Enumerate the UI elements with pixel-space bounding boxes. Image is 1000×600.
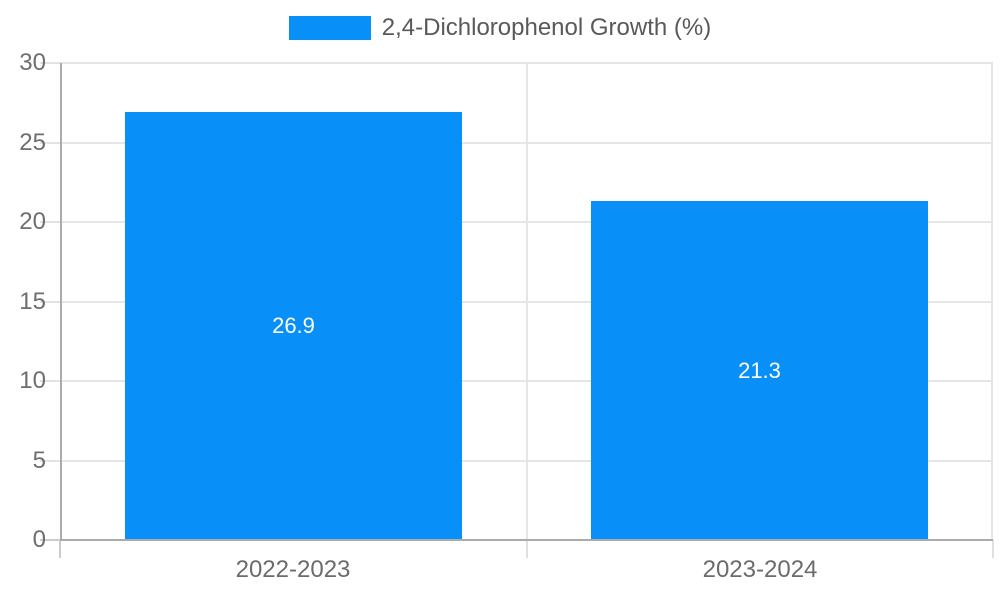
y-axis-line [60,63,62,540]
y-tick-label: 30 [19,49,46,76]
legend-label: 2,4-Dichlorophenol Growth (%) [381,14,712,41]
y-tick-label: 20 [19,208,46,235]
y-tick-label: 15 [19,287,46,315]
y-tick-mark [40,459,60,462]
bar-value-label: 21.3 [738,357,781,383]
y-tick-mark [40,221,60,223]
x-tick-label: 2023-2024 [702,556,818,583]
x-tick-mark [525,540,528,558]
chart-legend: 2,4-Dichlorophenol Growth (%) [0,14,1000,42]
y-tick-mark [40,141,60,144]
bar: 21.3 [591,201,928,540]
y-tick-label: 25 [19,128,46,156]
plot-right-border [991,63,993,540]
y-tick-mark [40,62,60,64]
legend-swatch [288,16,371,40]
y-tick-mark [40,300,60,303]
bar: 26.9 [125,112,462,540]
category-divider [525,63,528,540]
x-axis-line [60,539,993,541]
x-tick-mark [59,540,61,558]
y-tick-mark [40,539,60,541]
plot-area: 26.9 21.3 [60,62,993,540]
y-tick-label: 5 [32,446,46,474]
y-tick-mark [40,380,60,382]
y-tick-label: 0 [32,526,46,553]
y-tick-label: 10 [19,367,46,394]
x-tick-mark [992,540,994,558]
bar-value-label: 26.9 [272,313,315,338]
x-tick-label: 2022-2023 [235,556,351,583]
